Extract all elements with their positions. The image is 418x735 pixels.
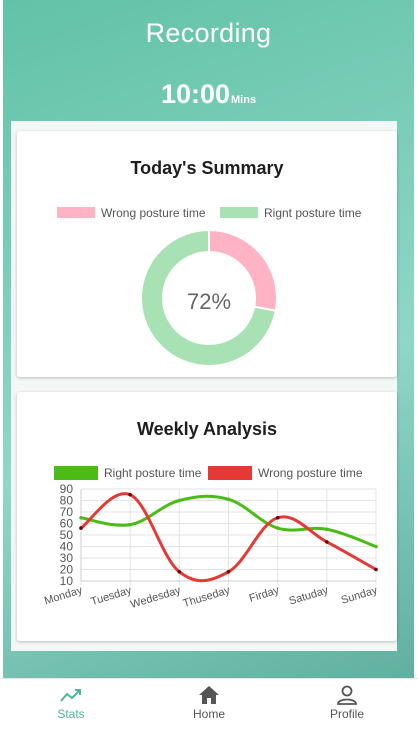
timer-unit: Mins: [231, 94, 257, 106]
legend-swatch-right: [54, 465, 98, 480]
x-tick-label: Sunday: [340, 584, 380, 607]
x-tick-label: Thuseday: [182, 584, 232, 610]
x-tick-label: Tuesday: [90, 584, 134, 608]
data-point[interactable]: [226, 570, 231, 574]
legend-label-right: Right posture time: [104, 465, 202, 480]
x-tick-label: Satuday: [288, 584, 331, 607]
weekly-legend-wrong[interactable]: Wrong posture time: [208, 465, 363, 480]
data-point[interactable]: [325, 540, 329, 544]
legend-swatch-wrong: [208, 465, 252, 480]
timer-value: 10:00: [160, 79, 230, 109]
y-tick-label: 80: [60, 494, 74, 508]
nav-label-stats: Stats: [57, 707, 85, 721]
data-point[interactable]: [177, 498, 182, 503]
legend-swatch-wrong: [57, 207, 95, 219]
data-point[interactable]: [79, 526, 83, 530]
data-point[interactable]: [275, 515, 280, 520]
data-point[interactable]: [374, 544, 378, 549]
nav-label-profile: Profile: [329, 707, 364, 721]
y-tick-label: 50: [60, 528, 74, 542]
y-tick-label: 10: [60, 574, 74, 588]
weekly-card: Weekly Analysis Right posture time Wrong…: [17, 392, 397, 641]
donut-slice-right[interactable]: [140, 228, 277, 367]
data-point[interactable]: [177, 570, 182, 574]
data-point[interactable]: [275, 526, 280, 530]
y-tick-label: 60: [60, 517, 74, 531]
data-point[interactable]: [325, 527, 329, 532]
nav-label-home: Home: [192, 707, 225, 721]
y-tick-label: 40: [60, 540, 74, 554]
legend-label-wrong: Wrong posture time: [101, 205, 206, 220]
nav-home[interactable]: Home: [159, 685, 259, 721]
nav-profile[interactable]: Profile: [297, 685, 397, 721]
weekly-title: Weekly Analysis: [136, 419, 278, 439]
summary-title: Today's Summary: [130, 158, 284, 178]
data-point[interactable]: [374, 567, 378, 572]
y-tick-label: 90: [60, 482, 74, 496]
x-tick-label: Firday: [248, 584, 281, 605]
home-icon: [199, 686, 219, 704]
legend-label-wrong: Wrong posture time: [258, 465, 363, 480]
donut-center-label: 72%: [187, 289, 231, 314]
y-tick-label: 30: [60, 551, 74, 565]
person-icon: [337, 685, 357, 705]
bottom-navigation: Stats Home Profile: [0, 678, 418, 735]
summary-legend-right[interactable]: Rignt posture time: [220, 205, 361, 220]
weekly-legend-right[interactable]: Right posture time: [54, 465, 201, 480]
legend-swatch-right: [220, 207, 258, 219]
summary-card: Today's Summary Wrong posture time Rignt…: [17, 131, 397, 377]
data-point[interactable]: [128, 492, 132, 497]
data-point[interactable]: [128, 522, 132, 527]
data-point[interactable]: [226, 497, 231, 502]
x-tick-label: Wedesday: [129, 584, 182, 611]
y-tick-label: 20: [60, 563, 74, 577]
nav-stats[interactable]: Stats: [21, 685, 121, 721]
data-point[interactable]: [79, 515, 83, 520]
summary-legend-wrong[interactable]: Wrong posture time: [57, 205, 206, 220]
page-title: Recording: [145, 18, 272, 48]
y-tick-label: 70: [60, 505, 74, 519]
trending-up-icon: [60, 689, 81, 702]
summary-donut-chart: 72%: [140, 228, 278, 367]
recording-timer: 10:00Mins: [3, 79, 414, 110]
legend-label-right: Rignt posture time: [264, 205, 362, 220]
